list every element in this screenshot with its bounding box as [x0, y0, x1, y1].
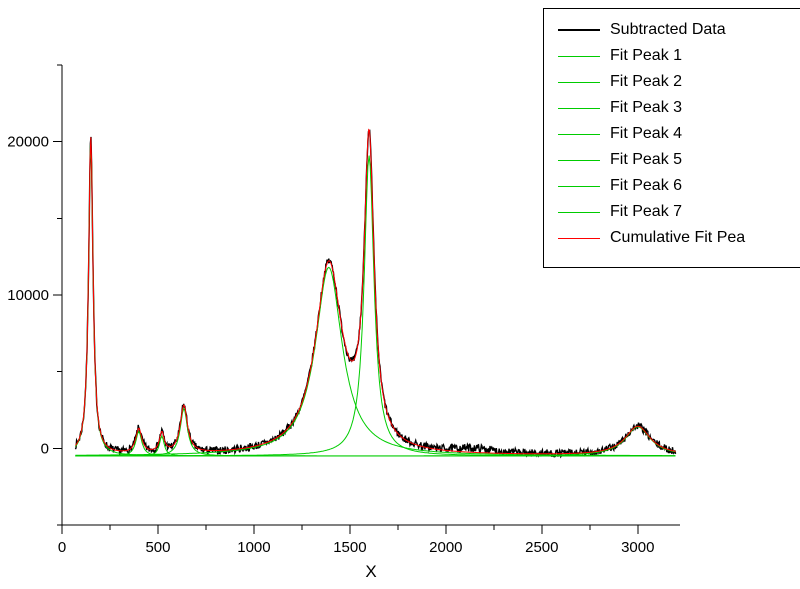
legend-item: Fit Peak 2 [544, 69, 800, 95]
legend: Subtracted Data Fit Peak 1 Fit Peak 2 Fit P… [543, 8, 800, 268]
series-fit-peak-7 [75, 426, 676, 457]
legend-item: Fit Peak 7 [544, 199, 800, 225]
legend-item: Fit Peak 5 [544, 147, 800, 173]
legend-label: Fit Peak 7 [610, 203, 683, 220]
x-tick-label: 2000 [429, 539, 462, 556]
legend-line-sample [558, 133, 600, 135]
series-fit-peak-5 [75, 266, 676, 457]
legend-line-sample [558, 29, 600, 31]
legend-item: Fit Peak 3 [544, 95, 800, 121]
legend-item: Fit Peak 1 [544, 43, 800, 69]
legend-line-sample [558, 81, 600, 83]
x-tick-label: 1500 [333, 539, 366, 556]
legend-item: Subtracted Data [544, 17, 800, 43]
legend-label: Fit Peak 6 [610, 177, 683, 194]
legend-line-sample [558, 237, 600, 239]
x-tick-label: 1000 [237, 539, 270, 556]
x-tick-label: 3000 [621, 539, 654, 556]
y-tick-label: 20000 [7, 134, 49, 151]
x-axis-title: X [365, 562, 377, 581]
y-tick-label: 0 [41, 440, 49, 457]
legend-line-sample [558, 107, 600, 109]
legend-label: Cumulative Fit Pea [610, 229, 746, 246]
legend-line-sample [558, 185, 600, 187]
legend-line-sample [558, 211, 600, 213]
legend-item: Fit Peak 6 [544, 173, 800, 199]
x-tick-label: 500 [145, 539, 170, 556]
legend-line-sample [558, 159, 600, 161]
axis-tick-labels: 0 500 1000 1500 2000 2500 3000 0 10000 20000 [7, 134, 654, 556]
x-tick-label: 0 [58, 539, 66, 556]
legend-label: Fit Peak 1 [610, 47, 683, 64]
legend-label: Fit Peak 5 [610, 151, 683, 168]
axis-ticks [53, 64, 639, 534]
y-tick-label: 10000 [7, 287, 49, 304]
legend-item: Cumulative Fit Pea [544, 225, 800, 251]
legend-label: Fit Peak 2 [610, 73, 683, 90]
legend-line-sample [558, 55, 600, 57]
series-cumulative-fit [75, 128, 676, 455]
x-tick-label: 2500 [525, 539, 558, 556]
legend-label: Fit Peak 3 [610, 99, 683, 116]
legend-label: Subtracted Data [610, 21, 726, 38]
legend-label: Fit Peak 4 [610, 125, 683, 142]
legend-item: Fit Peak 4 [544, 121, 800, 147]
